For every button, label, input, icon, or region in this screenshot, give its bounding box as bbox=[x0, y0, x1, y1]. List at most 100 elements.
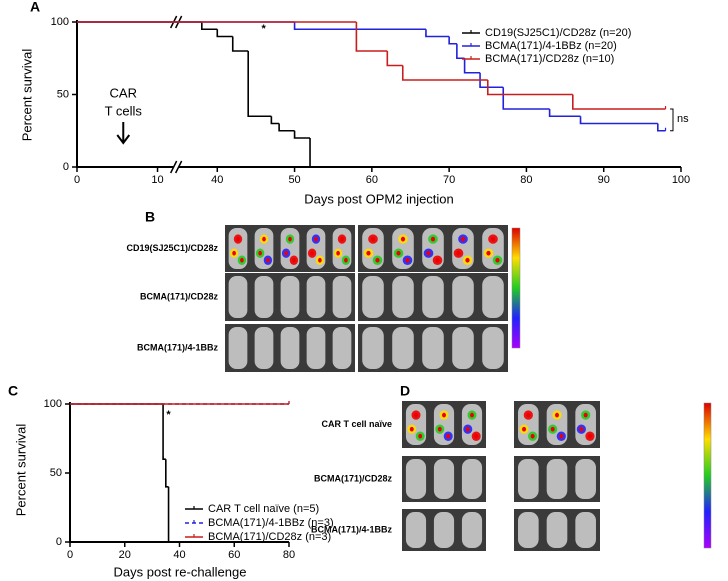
signal-core bbox=[405, 257, 410, 263]
survival-step bbox=[579, 116, 658, 125]
mouse bbox=[392, 276, 414, 318]
mouse bbox=[433, 512, 455, 548]
signal-core bbox=[530, 433, 535, 439]
mouse bbox=[254, 276, 274, 318]
x-tick-label: 60 bbox=[366, 174, 378, 186]
survival-step bbox=[463, 58, 481, 74]
survival-step bbox=[386, 51, 403, 67]
survival-step bbox=[278, 123, 295, 132]
mouse bbox=[228, 327, 248, 369]
mouse bbox=[362, 327, 384, 369]
signal-core bbox=[262, 236, 266, 242]
legend-label: BCMA(171)/CD28z (n=10) bbox=[485, 53, 614, 65]
color-scale bbox=[703, 402, 712, 549]
mouse bbox=[422, 327, 444, 369]
signal-core bbox=[336, 250, 340, 256]
mouse bbox=[306, 276, 326, 318]
signal-core bbox=[340, 236, 344, 242]
survival-step bbox=[293, 130, 311, 139]
annotation: * bbox=[166, 409, 171, 421]
signal-core bbox=[474, 433, 479, 439]
x-tick-label: 80 bbox=[283, 549, 295, 561]
signal-core bbox=[344, 257, 348, 263]
signal-core bbox=[587, 433, 592, 439]
x-tick-label: 40 bbox=[211, 174, 223, 186]
y-tick-label: 100 bbox=[51, 16, 69, 28]
x-tick-label: 80 bbox=[520, 174, 532, 186]
annotation: CAR bbox=[110, 85, 137, 100]
signal-core bbox=[288, 236, 292, 242]
annotation: * bbox=[262, 23, 267, 35]
mouse bbox=[575, 459, 596, 499]
x-tick-label: 60 bbox=[228, 549, 240, 561]
survival-step bbox=[231, 36, 249, 52]
x-axis-title: Days post re-challenge bbox=[114, 564, 247, 579]
survival-step bbox=[548, 109, 581, 118]
signal-core bbox=[396, 250, 401, 256]
mouse bbox=[228, 276, 248, 318]
signal-core bbox=[526, 412, 531, 418]
legend-label: BCMA(171)/CD28z (n=3) bbox=[208, 531, 331, 543]
ns-bracket bbox=[670, 108, 674, 132]
signal-core bbox=[437, 426, 442, 432]
mouse bbox=[405, 459, 427, 499]
signal-core bbox=[460, 236, 466, 242]
signal-core bbox=[418, 433, 423, 439]
mouse bbox=[332, 327, 352, 369]
survival-step bbox=[571, 94, 666, 110]
mouse bbox=[405, 512, 427, 548]
mouse bbox=[422, 276, 444, 318]
signal-core bbox=[442, 412, 446, 418]
signal-core bbox=[470, 412, 474, 418]
mouse bbox=[482, 327, 504, 369]
mouse bbox=[518, 459, 539, 499]
mouse bbox=[482, 276, 504, 318]
signal-core bbox=[465, 257, 470, 263]
signal-core bbox=[318, 257, 322, 263]
signal-core bbox=[522, 426, 527, 432]
signal-core bbox=[426, 250, 431, 256]
row-label: BCMA(171)/4-1BBz bbox=[137, 342, 219, 352]
y-axis-title: Percent survival bbox=[19, 49, 34, 142]
signal-core bbox=[430, 236, 436, 242]
signal-core bbox=[400, 236, 406, 242]
survival-step bbox=[502, 87, 550, 110]
row-label: BCMA(171)/CD28z bbox=[140, 291, 219, 301]
signal-core bbox=[266, 257, 270, 263]
signal-core bbox=[495, 257, 500, 263]
y-tick-label: 0 bbox=[63, 161, 69, 173]
mouse bbox=[332, 276, 352, 318]
signal-core bbox=[366, 250, 371, 256]
survival-step bbox=[247, 51, 272, 118]
annotation: ns bbox=[677, 113, 689, 125]
signal-core bbox=[370, 236, 376, 242]
mouse bbox=[362, 276, 384, 318]
legend-label: CAR T cell naïve (n=5) bbox=[208, 503, 319, 515]
signal-core bbox=[559, 433, 564, 439]
row-label: CD19(SJ25C1)/CD28z bbox=[126, 243, 218, 253]
survival-step bbox=[201, 22, 218, 31]
x-tick-label: 70 bbox=[443, 174, 455, 186]
survival-step bbox=[657, 123, 666, 132]
mouse bbox=[461, 512, 483, 548]
annotation-arrow bbox=[116, 122, 131, 145]
mouse bbox=[546, 459, 568, 499]
axis-break bbox=[169, 160, 178, 174]
panel-label: D bbox=[400, 383, 410, 399]
mouse bbox=[461, 459, 483, 499]
signal-core bbox=[292, 257, 296, 263]
signal-core bbox=[258, 250, 262, 256]
mouse bbox=[452, 276, 474, 318]
panel-label: A bbox=[30, 0, 40, 15]
survival-step bbox=[425, 29, 450, 38]
signal-core bbox=[446, 433, 451, 439]
row-label: BCMA(171)/CD28z bbox=[314, 473, 393, 483]
signal-core bbox=[284, 250, 288, 256]
mouse bbox=[306, 327, 326, 369]
signal-core bbox=[232, 250, 236, 256]
y-tick-label: 0 bbox=[56, 536, 62, 548]
x-tick-label: 10 bbox=[151, 174, 163, 186]
x-tick-label: 50 bbox=[288, 174, 300, 186]
legend-label: CD19(SJ25C1)/CD28z (n=20) bbox=[485, 27, 631, 39]
